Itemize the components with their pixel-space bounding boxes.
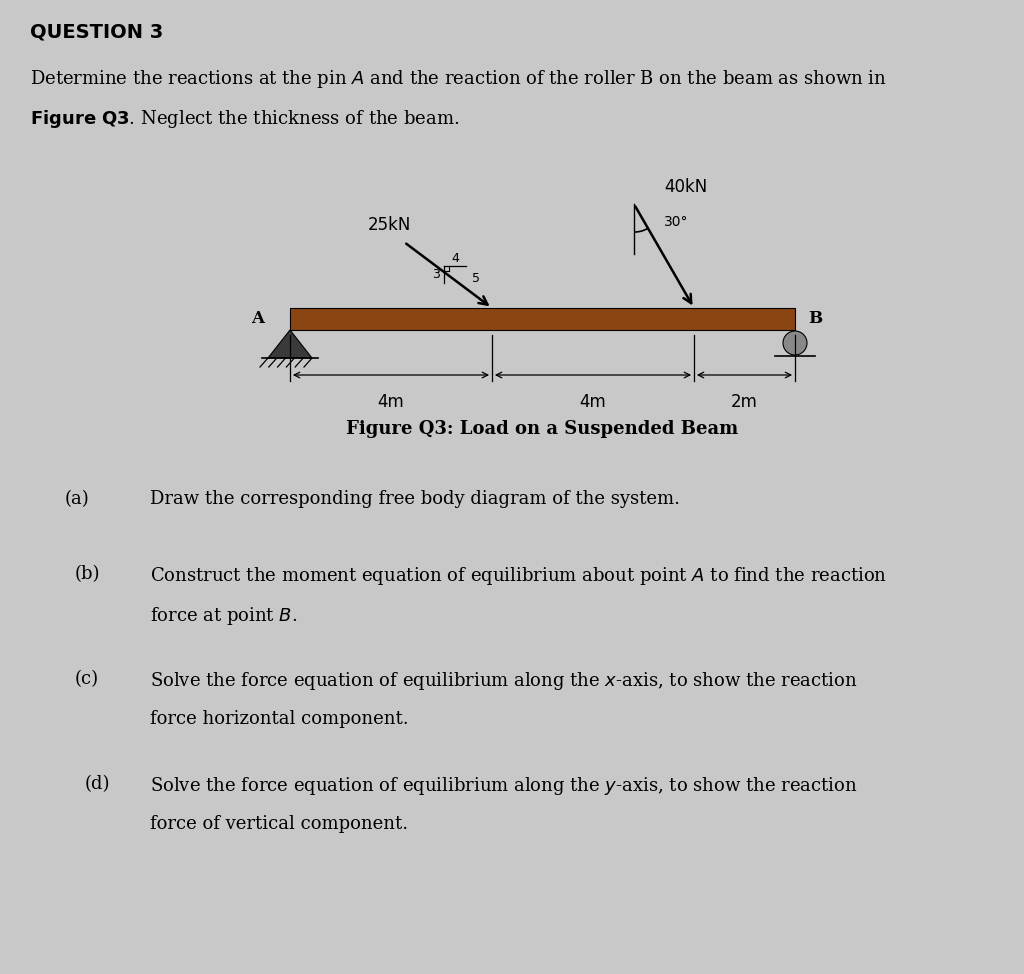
Text: 40kN: 40kN bbox=[664, 178, 708, 196]
Polygon shape bbox=[268, 330, 312, 358]
Text: Solve the force equation of equilibrium along the $x$-axis, to show the reaction: Solve the force equation of equilibrium … bbox=[150, 670, 858, 692]
Text: 4m: 4m bbox=[378, 393, 404, 411]
Text: QUESTION 3: QUESTION 3 bbox=[30, 22, 163, 41]
Text: 4m: 4m bbox=[580, 393, 606, 411]
Text: (c): (c) bbox=[75, 670, 99, 688]
Text: Figure Q3: Load on a Suspended Beam: Figure Q3: Load on a Suspended Beam bbox=[346, 420, 738, 438]
Text: force horizontal component.: force horizontal component. bbox=[150, 710, 409, 728]
Text: 2m: 2m bbox=[731, 393, 758, 411]
Text: force at point $B$.: force at point $B$. bbox=[150, 605, 297, 627]
Text: 25kN: 25kN bbox=[368, 216, 411, 234]
Text: Determine the reactions at the pin $A$ and the reaction of the roller B on the b: Determine the reactions at the pin $A$ a… bbox=[30, 68, 887, 90]
Text: Construct the moment equation of equilibrium about point $A$ to find the reactio: Construct the moment equation of equilib… bbox=[150, 565, 887, 587]
Text: Solve the force equation of equilibrium along the $y$-axis, to show the reaction: Solve the force equation of equilibrium … bbox=[150, 775, 858, 797]
Text: Draw the corresponding free body diagram of the system.: Draw the corresponding free body diagram… bbox=[150, 490, 680, 508]
Circle shape bbox=[783, 331, 807, 355]
Text: B: B bbox=[808, 310, 822, 327]
Text: $\bf{Figure\ Q3}$. Neglect the thickness of the beam.: $\bf{Figure\ Q3}$. Neglect the thickness… bbox=[30, 108, 460, 130]
Text: 4: 4 bbox=[451, 251, 459, 265]
Text: 30°: 30° bbox=[664, 215, 688, 229]
Text: (b): (b) bbox=[75, 565, 100, 583]
Polygon shape bbox=[290, 308, 795, 330]
Text: force of vertical component.: force of vertical component. bbox=[150, 815, 409, 833]
Text: (a): (a) bbox=[65, 490, 90, 508]
Text: 3: 3 bbox=[432, 268, 440, 281]
Text: A: A bbox=[252, 310, 264, 327]
Text: (d): (d) bbox=[85, 775, 111, 793]
Text: 5: 5 bbox=[472, 272, 480, 285]
